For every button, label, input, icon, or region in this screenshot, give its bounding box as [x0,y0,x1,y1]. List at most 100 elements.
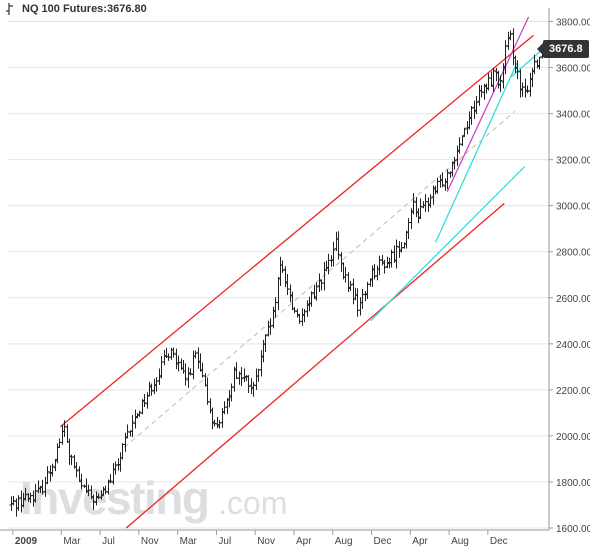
ohlc-bar [486,73,491,91]
ohlc-bar [183,363,188,386]
ohlc-bar [336,231,341,260]
ohlc-bar [181,360,186,374]
ohlc-bar [251,381,256,397]
y-tick-label: 3400.00 [556,110,590,121]
ohlc-bar [152,378,157,395]
ohlc-bar [108,474,113,484]
ohlc-bar [259,350,264,377]
ohlc-bar [176,355,181,372]
ohlc-bar [135,413,140,419]
ohlc-bar [74,462,79,478]
x-tick-label: Aug [335,536,353,547]
ohlc-bar [159,355,164,379]
trendline-cyan-2[interactable] [434,62,518,243]
ohlc-bar [16,495,21,511]
trendline-grey-dashed[interactable] [124,110,516,448]
y-tick-label: 2400.00 [556,340,590,351]
ohlc-bar [353,287,358,301]
ohlc-bar [288,284,293,303]
ohlc-bar [69,454,74,466]
x-tick-label: Jul [102,536,115,547]
y-tick-label: 1600.00 [556,524,590,535]
ohlc-bar [440,172,445,188]
ohlc-bar [426,197,431,212]
x-tick-label: Aug [451,536,469,547]
trendline-cyan-1[interactable] [370,166,526,322]
ohlc-bar [268,318,273,335]
ohlc-bar [317,273,322,293]
ohlc-bar [326,253,331,275]
ohlc-bar [11,495,16,506]
ohlc-bar [149,383,154,396]
ohlc-bar [358,297,363,316]
ohlc-bar [372,263,377,280]
y-tick-label: 2800.00 [556,248,590,259]
ohlc-bar [314,282,319,301]
trendline-red-lower[interactable] [125,202,505,529]
ohlc-bar [67,438,72,465]
x-tick-label: Dec [490,536,508,547]
x-tick-label: Mar [180,536,198,547]
ohlc-bar [375,265,380,281]
ohlc-bar [205,377,210,405]
ohlc-bar [532,54,537,75]
ohlc-bar [339,252,344,272]
ohlc-bar [355,288,360,317]
ohlc-bar [191,350,196,380]
ohlc-bar [402,242,407,249]
ohlc-bar [351,278,356,305]
ohlc-bar [460,135,465,146]
ohlc-bar [263,334,268,353]
y-tick-label: 3200.00 [556,156,590,167]
ohlc-bar [377,255,382,276]
ohlc-bar [329,255,334,267]
ohlc-bar [300,308,305,326]
ohlc-bar [433,185,438,195]
ohlc-bar [489,71,494,87]
ohlc-bar [411,193,416,215]
trendline-magenta[interactable] [446,16,530,193]
ohlc-bar [416,208,421,224]
chart-header: NQ 100 Futures:3676.80 [6,2,147,16]
ohlc-bar [96,493,101,500]
ohlc-bar [462,127,467,137]
ohlc-bar [418,198,423,220]
ohlc-bar [276,276,281,311]
ohlc-bar [246,375,251,393]
chart-title: NQ 100 Futures:3676.80 [22,3,147,15]
ohlc-bar-icon[interactable] [6,3,16,15]
ohlc-bar [445,169,450,190]
ohlc-bar [50,463,55,477]
ohlc-bar [215,416,220,429]
ohlc-bar [60,424,65,445]
ohlc-bar [523,78,528,98]
ohlc-bar [103,485,108,495]
y-tick-label: 1800.00 [556,478,590,489]
ohlc-bar [65,424,70,443]
ohlc-bar [208,398,213,414]
ohlc-bar [220,408,225,428]
trendlines [59,16,541,529]
ohlc-bar [254,368,259,390]
ohlc-bar [518,69,523,98]
ohlc-bar [174,348,179,370]
ohlc-bar [120,443,125,460]
ohlc-bar [130,415,135,438]
x-tick-label: Mar [63,536,81,547]
ohlc-bar [455,145,460,167]
ohlc-bar [537,56,542,70]
y-tick-label: 3000.00 [556,202,590,213]
ohlc-bar [498,75,503,93]
trendline-red-upper[interactable] [59,34,534,428]
ohlc-bar [118,452,123,472]
ohlc-bar [428,194,433,208]
grid-lines [8,21,549,529]
ohlc-bar [55,443,60,464]
ohlc-bar [334,231,339,252]
last-price-badge: 3676.8 [537,40,589,58]
ohlc-bar [217,420,222,429]
ohlc-bar [302,308,307,323]
ohlc-bar [116,458,121,471]
ohlc-bar [309,291,314,307]
